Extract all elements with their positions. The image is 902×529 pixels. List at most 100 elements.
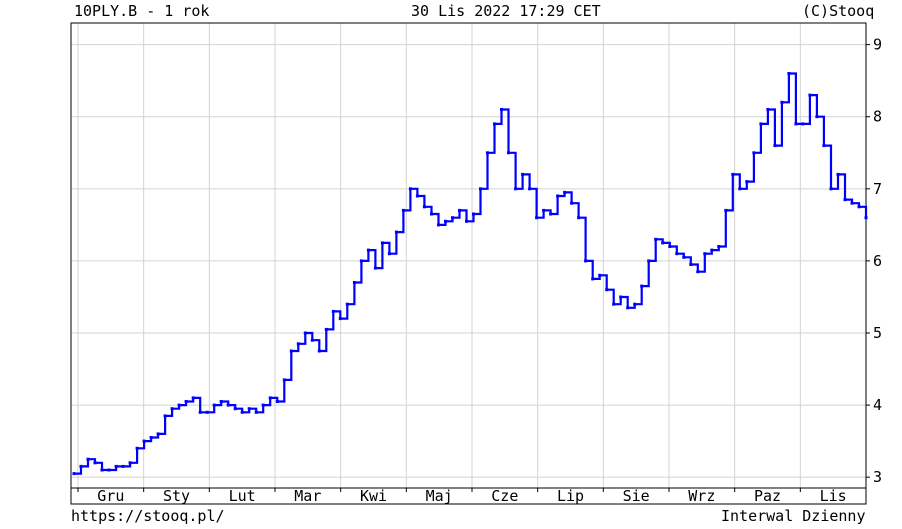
data-point [780, 100, 784, 104]
data-point [612, 302, 616, 306]
grid-lines [71, 23, 866, 488]
data-point [458, 208, 461, 212]
data-point [465, 219, 468, 223]
data-point [86, 457, 90, 461]
data-point [198, 410, 202, 414]
data-point [507, 151, 510, 155]
data-point [598, 273, 602, 277]
data-point [829, 187, 833, 191]
data-point [661, 241, 665, 245]
data-point [373, 266, 377, 270]
y-tick-label: 8 [873, 108, 882, 126]
data-point [142, 439, 146, 443]
x-tick-label: Mar [294, 487, 321, 505]
data-point [577, 216, 581, 220]
data-point [324, 327, 328, 331]
data-point [282, 378, 286, 382]
data-point [535, 216, 539, 220]
data-point [380, 241, 384, 245]
data-point [717, 245, 721, 248]
data-point [289, 349, 293, 353]
data-point [394, 230, 398, 234]
data-point [689, 263, 693, 266]
data-point [247, 407, 251, 411]
data-point [254, 410, 258, 414]
data-point [317, 349, 321, 353]
chart-title: 10PLY.B - 1 rok [74, 2, 210, 20]
x-axis-band [70, 487, 867, 505]
x-tick-label: Lis [820, 487, 847, 505]
x-tick-label: Lut [229, 487, 256, 505]
data-point [766, 108, 770, 111]
y-tick-label: 5 [873, 324, 882, 342]
data-point [268, 396, 272, 400]
data-point [107, 468, 111, 472]
y-tick-label: 6 [873, 252, 882, 270]
x-tick-label: Sie [623, 487, 650, 505]
data-point [850, 201, 854, 205]
data-point [93, 461, 97, 465]
data-point [422, 205, 426, 209]
data-point [864, 216, 868, 220]
data-point [724, 208, 728, 212]
data-point [163, 414, 167, 418]
copyright-label: (C)Stooq [802, 2, 875, 20]
data-point [493, 122, 496, 126]
data-point [787, 72, 791, 75]
data-point [275, 400, 279, 403]
data-point [310, 338, 314, 342]
data-point [514, 187, 518, 191]
data-point [401, 208, 405, 212]
data-point [836, 172, 840, 176]
data-point [338, 317, 342, 321]
data-point [240, 410, 244, 414]
data-point [528, 187, 532, 191]
data-point [857, 205, 861, 209]
data-point [521, 172, 525, 176]
series-line [74, 72, 868, 475]
data-point [563, 190, 567, 194]
data-point [359, 259, 363, 263]
data-point [794, 122, 798, 126]
data-point [605, 288, 609, 292]
data-point [191, 396, 195, 400]
data-point [759, 122, 763, 126]
data-point [640, 284, 644, 288]
data-point [128, 461, 132, 465]
data-point [170, 407, 174, 411]
data-point [703, 252, 707, 256]
data-point [149, 436, 153, 439]
data-point [584, 259, 588, 263]
data-point [542, 208, 546, 212]
x-tick-label: Cze [491, 487, 518, 505]
data-point [205, 410, 209, 414]
data-point [808, 93, 812, 97]
data-point [408, 187, 412, 191]
data-point [233, 407, 237, 411]
data-point [570, 201, 574, 205]
data-point [752, 151, 756, 155]
x-axis-labels: Gru Sty Lut Mar Kwi Maj Cze Lip Sie Wrz Paz Lis [77, 487, 847, 505]
data-point [212, 403, 216, 407]
data-point [135, 446, 139, 450]
data-point [633, 302, 637, 306]
data-point [352, 281, 356, 284]
data-point [430, 212, 433, 216]
data-point [79, 464, 83, 468]
x-tick-label: Wrz [688, 487, 715, 505]
x-tick-label: Sty [163, 487, 190, 505]
x-tick-label: Lip [557, 487, 584, 505]
data-point [472, 212, 475, 216]
stooq-link[interactable]: https://stooq.pl/ [71, 507, 225, 525]
data-point [184, 400, 188, 403]
data-point [100, 468, 104, 472]
data-point [773, 144, 777, 148]
data-point [843, 198, 847, 202]
data-point [731, 172, 735, 176]
data-point [815, 115, 819, 119]
data-point [626, 306, 630, 310]
y-tick-label: 4 [873, 396, 882, 414]
data-point [682, 255, 686, 259]
plot-frame [70, 22, 867, 489]
data-point [219, 400, 223, 403]
